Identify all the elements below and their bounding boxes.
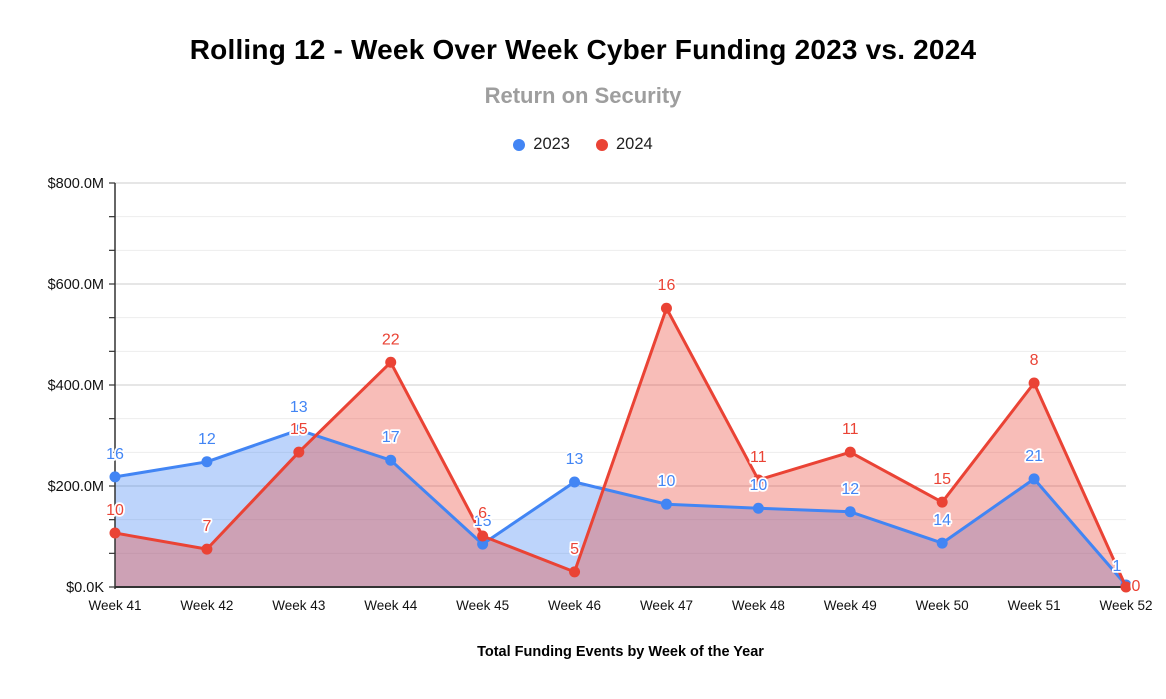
y-axis-label: $0.0K	[66, 580, 104, 596]
point-label-2024-week-41: 10	[106, 502, 124, 519]
data-point-2024-week-51	[1028, 377, 1040, 389]
legend-item-2023: 2023	[513, 135, 570, 154]
x-axis-label: Week 46	[548, 598, 601, 613]
point-label-2024-week-48: 11	[750, 449, 767, 466]
series-line-2023	[114, 428, 1128, 586]
point-label-2023-week-47: 10	[658, 473, 676, 490]
x-axis-label: Week 43	[272, 598, 325, 613]
point-label-2023-week-51: 21	[1025, 448, 1043, 465]
data-point-2024-week-52	[1120, 581, 1132, 593]
data-point-2024-week-42	[201, 543, 213, 555]
point-label-2024-week-46: 5	[570, 541, 579, 558]
x-axis-label: Week 49	[824, 598, 877, 613]
data-point-2024-week-44	[385, 356, 397, 368]
data-point-2023-week-43	[293, 424, 305, 436]
point-label-2024-week-52: 0	[1132, 578, 1141, 595]
point-label-2024-week-47: 16	[658, 277, 676, 294]
legend-item-2024: 2024	[596, 135, 653, 154]
point-label-2023-week-42: 12	[198, 431, 216, 448]
data-point-2024-week-41	[109, 527, 121, 539]
data-point-2023-week-44	[385, 454, 397, 466]
x-axis-label: Week 48	[732, 598, 785, 613]
data-point-2024-week-45	[477, 530, 489, 542]
data-point-2023-week-49	[844, 506, 856, 518]
data-point-2023-week-46	[569, 476, 581, 488]
y-axis-label: $800.0M	[48, 176, 104, 192]
point-label-2024-week-50: 15	[933, 471, 951, 488]
y-axis-label: $400.0M	[48, 378, 104, 394]
point-label-2023-week-52: 1	[1113, 558, 1122, 575]
data-point-2023-week-45	[477, 538, 489, 550]
data-point-2024-week-50	[936, 496, 948, 508]
data-point-2023-week-48	[752, 502, 764, 514]
point-label-2024-week-45: 6	[478, 505, 487, 522]
point-label-2024-week-51: 8	[1030, 352, 1039, 369]
x-axis-label: Week 52	[1099, 598, 1152, 613]
data-point-2023-week-41	[109, 471, 121, 483]
data-point-2024-week-49	[844, 446, 856, 458]
data-point-2024-week-43	[293, 446, 305, 458]
point-label-2024-week-44: 22	[382, 331, 400, 348]
point-label-2023-week-44: 17	[382, 429, 400, 446]
legend-swatch-2024-icon	[596, 138, 608, 151]
point-label-2023-week-48: 10	[749, 477, 767, 494]
x-axis-label: Week 50	[916, 598, 969, 613]
x-axis-label: Week 45	[456, 598, 509, 613]
legend-swatch-2023-icon	[513, 138, 526, 151]
chart-title: Rolling 12 - Week Over Week Cyber Fundin…	[189, 34, 977, 65]
legend-label-2024: 2024	[616, 135, 653, 153]
point-label-2023-week-46: 13	[566, 451, 584, 468]
point-label-2024-week-49: 11	[842, 421, 859, 438]
point-label-2023-week-43: 13	[290, 399, 308, 416]
point-label-2023-week-45: 15	[474, 513, 492, 530]
series-line-2024	[114, 306, 1128, 588]
data-point-2024-week-46	[569, 566, 581, 578]
point-label-2024-week-42: 7	[202, 518, 211, 535]
data-point-2024-week-48	[752, 474, 764, 486]
x-axis-label: Week 47	[640, 598, 693, 613]
x-axis-label: Week 44	[364, 598, 418, 613]
point-label-2023-week-41: 16	[106, 446, 124, 463]
area-fill-2023	[115, 429, 1126, 587]
x-axis-label: Week 51	[1008, 598, 1061, 613]
chart-subtitle: Return on Security	[484, 83, 682, 108]
data-point-2023-week-51	[1028, 473, 1040, 485]
data-point-2023-week-47	[660, 498, 672, 510]
legend: 2023 2024	[0, 135, 1166, 154]
y-axis-label: $600.0M	[48, 277, 104, 293]
y-axis-label: $200.0M	[48, 479, 104, 495]
area-fill-2024	[115, 308, 1126, 587]
data-point-2023-week-42	[201, 456, 213, 468]
point-label-2023-week-49: 12	[841, 481, 859, 498]
point-label-2023-week-50: 14	[933, 512, 951, 529]
x-axis-label: Week 42	[180, 598, 233, 613]
point-label-2024-week-43: 15	[290, 421, 308, 438]
x-axis-title: Total Funding Events by Week of the Year	[477, 644, 764, 660]
data-point-2023-week-50	[936, 537, 948, 549]
x-axis-label: Week 41	[88, 598, 141, 613]
data-point-2024-week-47	[660, 302, 672, 314]
legend-label-2023: 2023	[533, 135, 570, 153]
